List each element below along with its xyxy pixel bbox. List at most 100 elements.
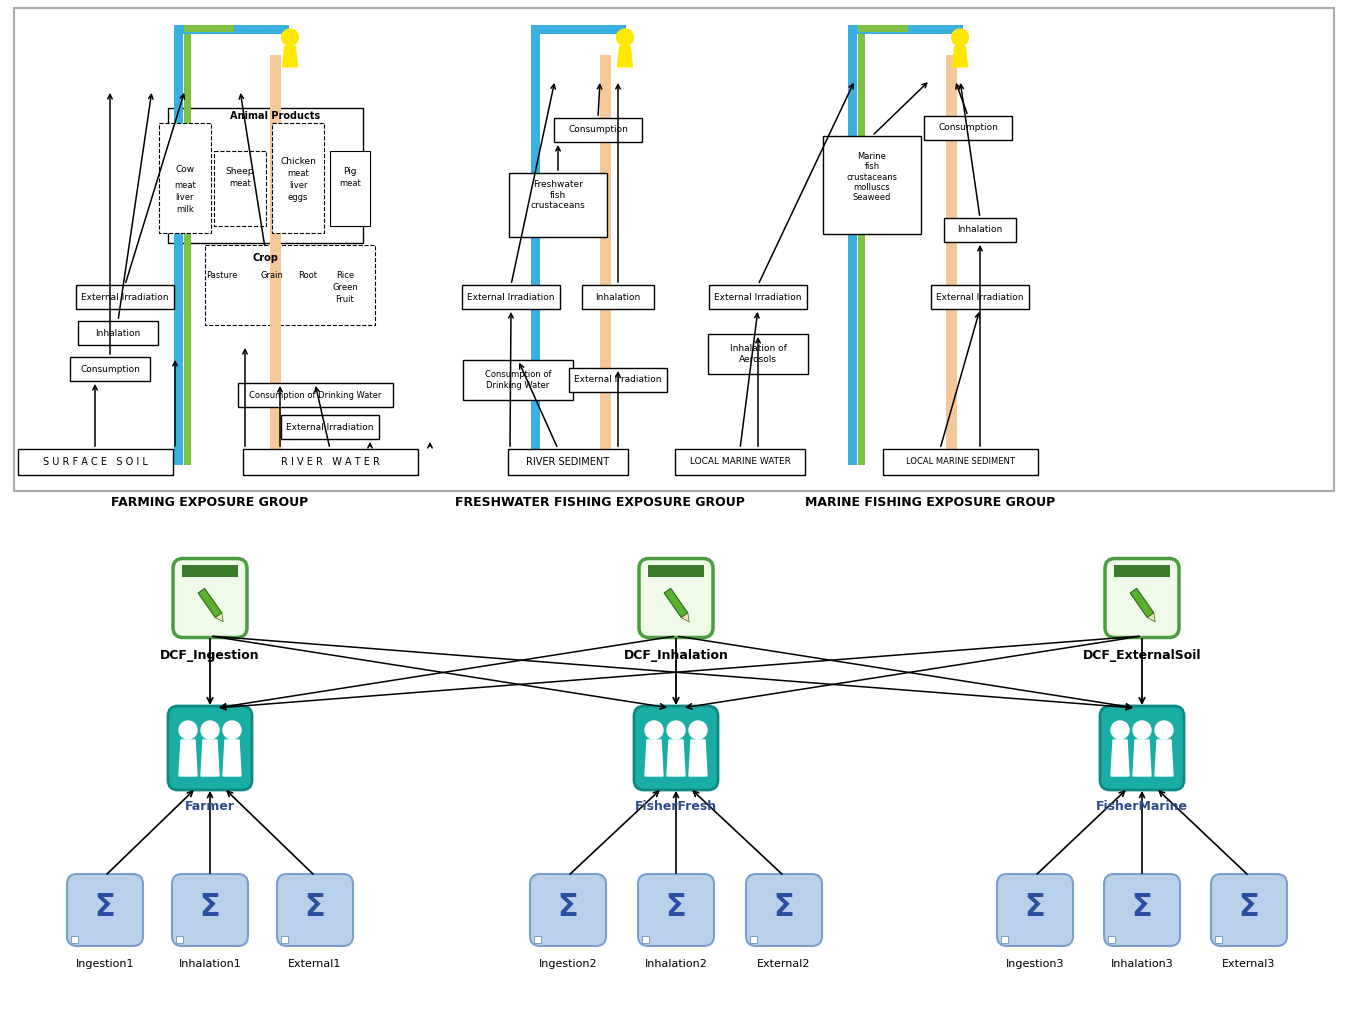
Text: MARINE FISHING EXPOSURE GROUP: MARINE FISHING EXPOSURE GROUP: [804, 496, 1055, 509]
Bar: [174, 25, 289, 34]
Text: Σ: Σ: [1025, 893, 1045, 923]
Text: FisherMarine: FisherMarine: [1096, 800, 1188, 812]
Polygon shape: [1111, 740, 1129, 776]
Text: External2: External2: [757, 959, 811, 969]
Bar: [1109, 936, 1115, 943]
Polygon shape: [199, 588, 222, 618]
Text: Inhalation3: Inhalation3: [1110, 959, 1174, 969]
Circle shape: [223, 721, 241, 739]
Bar: [184, 25, 191, 465]
Text: meat: meat: [287, 170, 308, 178]
Polygon shape: [690, 740, 707, 776]
Text: Grain: Grain: [261, 270, 284, 279]
Bar: [531, 25, 626, 34]
Bar: [174, 25, 183, 465]
Polygon shape: [283, 47, 297, 66]
Text: LOCAL MARINE SEDIMENT: LOCAL MARINE SEDIMENT: [906, 457, 1014, 466]
Text: Consumption of
Drinking Water: Consumption of Drinking Water: [485, 370, 552, 390]
Bar: [708, 285, 807, 309]
FancyBboxPatch shape: [1101, 706, 1184, 790]
Bar: [70, 357, 150, 381]
Bar: [72, 936, 78, 943]
Bar: [176, 936, 183, 943]
Bar: [281, 936, 288, 943]
Text: Marine
fish
crustaceans
molluscs
Seaweed: Marine fish crustaceans molluscs Seaweed: [846, 151, 898, 203]
Text: Rice: Rice: [335, 270, 354, 279]
Polygon shape: [953, 47, 968, 66]
Text: Σ: Σ: [557, 893, 579, 923]
Bar: [214, 150, 266, 225]
Text: Inhalation: Inhalation: [595, 293, 641, 302]
Text: Consumption of Drinking Water: Consumption of Drinking Water: [249, 391, 381, 400]
Text: Inhalation of
Aerosols: Inhalation of Aerosols: [730, 345, 787, 364]
Text: External Irradiation: External Irradiation: [714, 293, 802, 302]
Text: Consumption: Consumption: [938, 124, 998, 133]
Circle shape: [1111, 721, 1129, 739]
Bar: [531, 25, 539, 465]
Circle shape: [667, 721, 685, 739]
Bar: [206, 244, 375, 325]
Bar: [859, 25, 909, 32]
FancyBboxPatch shape: [277, 874, 353, 946]
Polygon shape: [1155, 740, 1174, 776]
Bar: [270, 55, 281, 465]
Text: Farmer: Farmer: [185, 800, 235, 812]
Bar: [462, 360, 573, 400]
FancyBboxPatch shape: [68, 874, 143, 946]
Circle shape: [281, 29, 299, 46]
Bar: [160, 123, 211, 233]
Text: S U R F A C E   S O I L: S U R F A C E S O I L: [42, 457, 147, 468]
Bar: [78, 321, 158, 345]
Text: FisherFresh: FisherFresh: [635, 800, 717, 812]
Text: Sheep: Sheep: [226, 168, 254, 177]
Bar: [1000, 936, 1009, 943]
Text: Inhalation: Inhalation: [96, 328, 141, 338]
FancyBboxPatch shape: [1105, 559, 1179, 637]
FancyBboxPatch shape: [634, 706, 718, 790]
Bar: [848, 25, 963, 34]
Polygon shape: [681, 613, 690, 622]
Bar: [581, 285, 654, 309]
FancyBboxPatch shape: [639, 559, 713, 637]
Text: Root: Root: [299, 270, 318, 279]
Bar: [14, 8, 1334, 491]
Text: External1: External1: [288, 959, 342, 969]
Text: External Irradiation: External Irradiation: [287, 422, 373, 432]
Bar: [168, 107, 362, 242]
Text: LOCAL MARINE WATER: LOCAL MARINE WATER: [690, 457, 791, 466]
Polygon shape: [667, 740, 685, 776]
Bar: [708, 333, 808, 374]
Text: Inhalation: Inhalation: [957, 225, 1003, 234]
Text: Chicken: Chicken: [280, 158, 316, 167]
Bar: [642, 936, 649, 943]
Text: liver: liver: [176, 192, 195, 202]
Text: Consumption: Consumption: [568, 126, 627, 134]
Bar: [923, 116, 1013, 140]
Text: DCF_ExternalSoil: DCF_ExternalSoil: [1083, 650, 1201, 663]
Bar: [848, 25, 857, 465]
Bar: [1114, 565, 1169, 577]
FancyBboxPatch shape: [530, 874, 606, 946]
FancyBboxPatch shape: [638, 874, 714, 946]
Bar: [183, 565, 238, 577]
Polygon shape: [1148, 613, 1155, 622]
Bar: [281, 415, 379, 439]
Text: Green: Green: [333, 282, 358, 292]
Text: FRESHWATER FISHING EXPOSURE GROUP: FRESHWATER FISHING EXPOSURE GROUP: [456, 496, 745, 509]
Bar: [508, 173, 607, 237]
Text: Crop: Crop: [251, 253, 279, 263]
Text: DCF_Ingestion: DCF_Ingestion: [160, 650, 260, 663]
Bar: [184, 25, 234, 32]
Text: meat: meat: [339, 178, 361, 187]
Polygon shape: [645, 740, 662, 776]
Bar: [76, 285, 174, 309]
FancyBboxPatch shape: [1211, 874, 1287, 946]
Bar: [883, 449, 1037, 475]
Text: External3: External3: [1222, 959, 1276, 969]
Text: RIVER SEDIMENT: RIVER SEDIMENT: [526, 457, 610, 468]
Circle shape: [1133, 721, 1151, 739]
Text: Ingestion3: Ingestion3: [1006, 959, 1064, 969]
Bar: [508, 449, 627, 475]
Polygon shape: [223, 740, 241, 776]
FancyBboxPatch shape: [172, 874, 247, 946]
